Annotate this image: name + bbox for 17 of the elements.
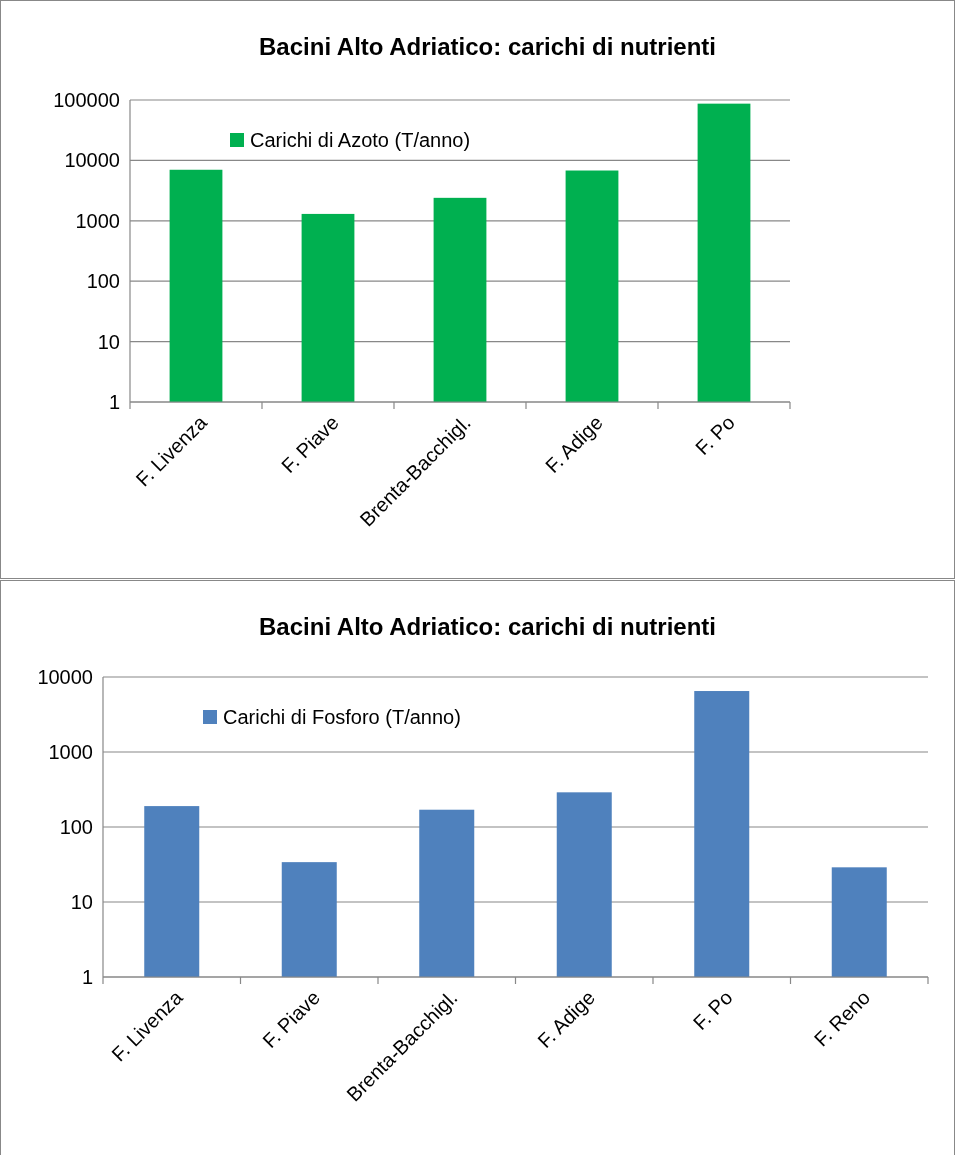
y-tick-label: 10	[97, 330, 120, 353]
chart-title: Bacini Alto Adriatico: carichi di nutrienti	[259, 33, 716, 60]
y-tick-label: 1000	[75, 209, 120, 232]
y-tick-label: 10000	[64, 149, 120, 172]
chart-title: Bacini Alto Adriatico: carichi di nutrienti	[259, 613, 716, 640]
y-tick-label: 100	[59, 816, 93, 838]
y-tick-label: 1	[108, 391, 120, 413]
y-tick-label: 1	[81, 966, 93, 988]
x-tick-label: F. Po	[691, 411, 739, 460]
x-tick-label: F. Po	[688, 986, 737, 1035]
y-tick-label: 100000	[53, 89, 120, 111]
y-tick-label: 10000	[37, 666, 93, 688]
y-tick-label: 1000	[48, 741, 93, 763]
legend-label: Carichi di Fosforo (T/anno)	[223, 706, 461, 728]
legend-label: Carichi di Azoto (T/anno)	[250, 129, 471, 151]
y-tick-label: 10	[70, 891, 93, 913]
y-tick-label: 100	[86, 270, 120, 293]
